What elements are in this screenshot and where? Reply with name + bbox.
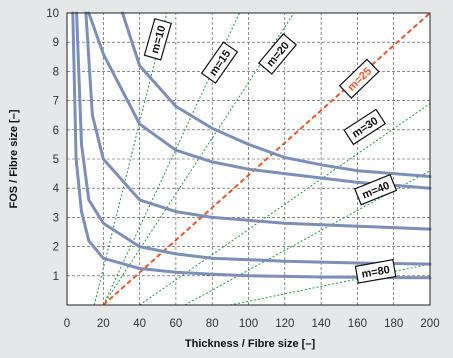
series-curve-5	[121, 11, 432, 178]
label-box	[200, 41, 239, 84]
label-box	[343, 108, 387, 146]
label-box	[338, 58, 380, 99]
ray-m-80	[230, 263, 431, 306]
x-tick-label: 40	[133, 318, 146, 330]
x-tick-label: 160	[348, 318, 367, 330]
label-m-40: m=40	[354, 173, 398, 206]
label-box	[257, 33, 298, 75]
label-m-80: m=80	[354, 259, 397, 284]
y-tick-label: 7	[53, 96, 59, 108]
x-tick-label: 180	[384, 318, 403, 330]
y-tick-label: 6	[53, 125, 59, 137]
series-curve-4	[71, 11, 432, 280]
y-tick-label: 8	[53, 66, 59, 78]
label-box	[143, 17, 172, 61]
series-curve-2	[84, 11, 432, 231]
x-tick-label: 80	[206, 318, 219, 330]
y-tick-label: 9	[53, 37, 59, 49]
y-tick-label: 1	[53, 271, 59, 283]
x-tick-label: 60	[170, 318, 183, 330]
x-tick-label: 20	[97, 318, 110, 330]
label-m-10: m=10	[143, 17, 172, 61]
y-axis-ticks: 1 2 3 4 5 6 7 8 9 10	[46, 8, 59, 283]
y-tick-label: 10	[46, 8, 59, 20]
x-tick-label: 200	[420, 318, 439, 330]
y-axis-title: FOS / Fibre size [–]	[8, 109, 20, 208]
x-tick-label: 120	[275, 318, 294, 330]
y-tick-label: 2	[53, 242, 59, 254]
label-text: m=80	[361, 264, 391, 281]
plot-frame	[66, 12, 431, 306]
x-axis-title: Thickness / Fibre size [–]	[185, 338, 316, 350]
ray-m-25	[102, 12, 431, 306]
x-tick-label: 100	[239, 318, 258, 330]
y-tick-label: 5	[53, 154, 59, 166]
label-box	[354, 259, 397, 284]
y-tick-label: 4	[53, 183, 60, 195]
series-curve-3	[75, 11, 432, 266]
label-box	[354, 173, 398, 206]
x-axis-ticks: 0 20 40 60 80 100 120 140 160 180 200	[64, 318, 440, 330]
curves	[71, 11, 432, 280]
ray-m-30	[139, 103, 431, 306]
y-tick-label: 3	[53, 212, 59, 224]
x-tick-label: 0	[64, 318, 70, 330]
x-tick-label: 140	[312, 318, 331, 330]
